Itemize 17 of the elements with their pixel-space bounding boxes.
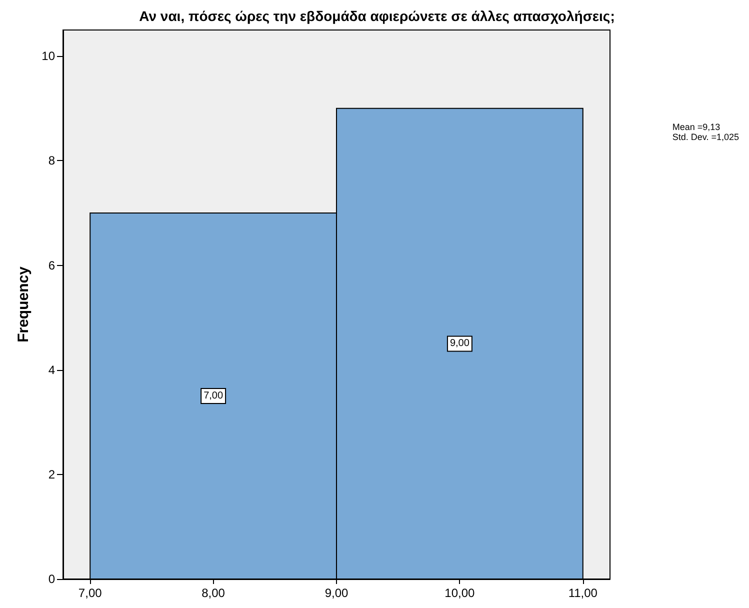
data-label: 7,00 xyxy=(204,390,224,402)
x-tick-label: 9,00 xyxy=(324,586,348,600)
y-tick-label: 0 xyxy=(48,572,56,586)
y-tick-label: 4 xyxy=(48,362,56,377)
y-tick-label: 6 xyxy=(48,258,56,272)
y-axis-title: Frequency xyxy=(14,266,32,342)
x-tick-label: 11,00 xyxy=(568,586,598,600)
x-tick-label: 8,00 xyxy=(202,586,226,600)
y-tick-label: 2 xyxy=(48,467,56,482)
text: Mean =9,13 xyxy=(672,122,720,132)
x-tick-label: 7,00 xyxy=(78,586,102,600)
chart-title: Αν ναι, πόσες ώρες την εβδομάδα αφιερώνετε σε άλλες απασχολήσεις; xyxy=(139,8,615,24)
text: Std. Dev. =1,025 xyxy=(672,132,740,142)
x-tick-label: 10,00 xyxy=(444,586,476,600)
y-tick-label: 10 xyxy=(42,49,56,64)
y-tick-label: 8 xyxy=(48,154,56,168)
data-label: 9,00 xyxy=(450,338,470,350)
